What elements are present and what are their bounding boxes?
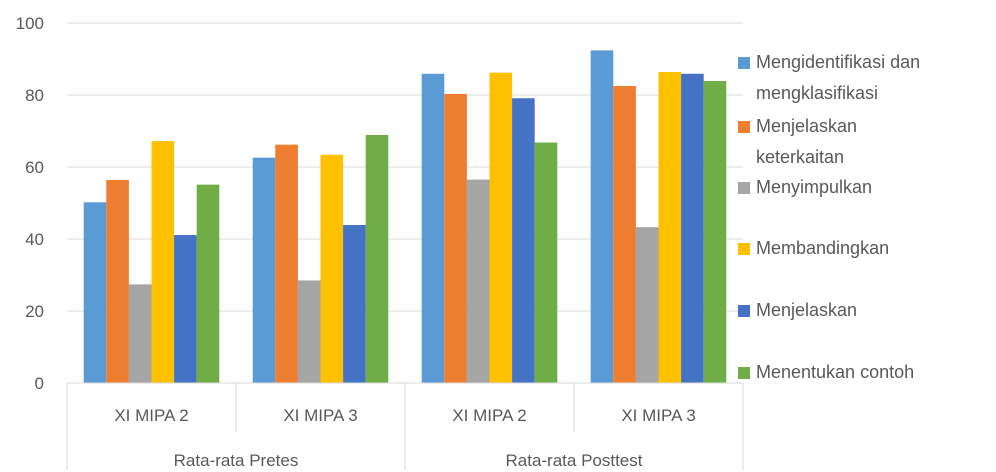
x-tick-label: XI MIPA 3 <box>621 406 695 425</box>
bar <box>297 280 321 383</box>
y-tick-label: 0 <box>35 374 44 393</box>
legend-swatch <box>738 305 750 317</box>
legend-label: Mengidentifikasi dan mengklasifikasi <box>756 52 921 103</box>
x-group-label: Rata-rata Pretes <box>174 451 299 470</box>
bar <box>174 235 197 383</box>
legend-item: Menyimpulkan <box>738 175 996 203</box>
bar <box>635 227 659 383</box>
y-tick-label: 80 <box>25 86 44 105</box>
x-tick-label: XI MIPA 2 <box>114 406 188 425</box>
bar <box>703 80 727 384</box>
y-tick-label: 40 <box>25 230 44 249</box>
bar <box>489 72 513 384</box>
legend-label: Menjelaskan keterkaitan <box>756 116 858 167</box>
bar <box>83 202 107 383</box>
bar <box>534 142 558 383</box>
legend-item: Menjelaskan keterkaitan <box>738 114 916 173</box>
bar <box>365 134 389 383</box>
bar <box>196 184 220 383</box>
y-tick-label: 100 <box>16 14 44 33</box>
bar <box>613 86 636 383</box>
x-group-label: Rata-rata Posttest <box>505 451 642 470</box>
bar <box>151 141 175 383</box>
bar <box>128 284 152 383</box>
legend-item: Menjelaskan <box>738 298 996 326</box>
y-tick-label: 20 <box>25 302 44 321</box>
bar <box>320 154 344 383</box>
legend-label: Menjelaskan <box>756 300 858 320</box>
bar <box>252 157 276 383</box>
x-tick-label: XI MIPA 3 <box>283 406 357 425</box>
bar <box>590 50 614 384</box>
bar <box>106 179 129 383</box>
bar <box>658 71 682 384</box>
bar <box>421 73 445 383</box>
legend-label: Menentukan contoh <box>756 362 915 382</box>
bars <box>83 50 727 384</box>
legend-item: Membandingkan <box>738 236 996 264</box>
legend-label: Menyimpulkan <box>756 177 873 197</box>
legend-swatch <box>738 367 750 379</box>
bar <box>512 98 535 384</box>
bar <box>681 73 704 383</box>
legend-swatch <box>738 182 750 194</box>
legend-swatch <box>738 57 750 69</box>
axes: 0 20 40 60 80 100 XI MIPA 2 XI MIPA 3 XI MIPA 2 X… <box>16 14 744 470</box>
x-tick-label: XI MIPA 2 <box>452 406 526 425</box>
legend-item: Menentukan contoh <box>738 360 996 388</box>
bar <box>444 93 467 384</box>
legend-swatch <box>738 243 750 255</box>
y-tick-label: 60 <box>25 158 44 177</box>
bar <box>466 179 490 383</box>
bar <box>275 144 298 383</box>
legend-label: Membandingkan <box>756 238 890 258</box>
legend-item: Mengidentifikasi dan mengklasifikasi <box>738 50 996 109</box>
bar <box>343 224 366 383</box>
legend-swatch <box>738 121 750 133</box>
